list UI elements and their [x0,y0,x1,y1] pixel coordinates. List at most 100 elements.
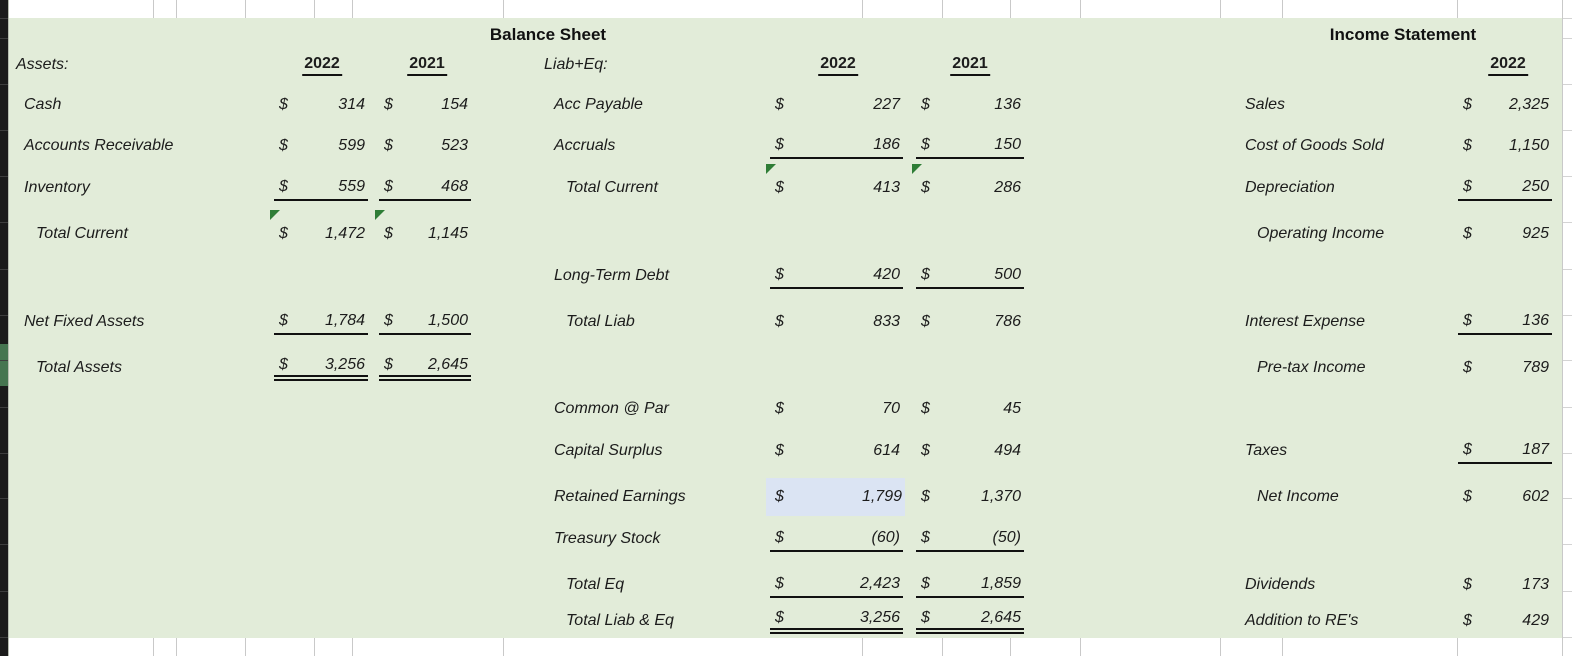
value-cell[interactable]: $314 [274,84,368,126]
right-gridline-column [1562,18,1572,638]
gridline [0,544,8,545]
row-label: Long-Term Debt [554,267,670,284]
row-label: Depreciation [1245,179,1335,196]
cell-value: 136 [1522,312,1549,329]
currency-symbol: $ [921,313,930,330]
value-cell[interactable]: $429 [1458,600,1552,642]
value-cell[interactable]: $2,325 [1458,84,1552,126]
value-cell[interactable]: $494 [916,430,1024,472]
gridline [245,0,246,18]
gridline [1563,591,1572,592]
value-cell[interactable]: $500 [916,255,1024,297]
currency-symbol: $ [279,178,288,195]
value-cell[interactable]: $136 [916,84,1024,126]
currency-symbol: $ [279,312,288,329]
value-cell[interactable]: $523 [379,125,471,167]
cell-value: 468 [441,178,468,195]
value-cell[interactable]: $3,256 [274,347,368,389]
value-cell[interactable]: $833 [770,301,903,343]
cell-value: 1,500 [427,312,468,329]
value-cell[interactable]: $154 [379,84,471,126]
gridline [1563,453,1572,454]
row-label: Accounts Receivable [24,137,174,154]
cell-value: 227 [873,96,900,113]
cell-value: 2,645 [427,356,468,373]
gridline [1010,0,1011,18]
value-cell[interactable]: $420 [770,255,903,297]
table-row: Taxes $187 [0,430,1572,472]
table-row: Acc Payable $227 $136 [0,84,1572,126]
value-cell[interactable]: $1,145 [375,210,471,255]
value-cell[interactable]: $602 [1458,476,1552,518]
cell-value: 186 [873,136,900,153]
gridline [1282,0,1283,18]
currency-symbol: $ [1463,96,1472,113]
row-label: Total Current [36,225,128,242]
row-label: Operating Income [1257,225,1385,242]
value-cell[interactable]: $1,472 [270,210,368,255]
cell-value: 154 [441,96,468,113]
value-cell[interactable]: $789 [1458,347,1552,389]
value-cell[interactable]: $2,423 [770,564,903,606]
gridline [153,0,154,18]
cell-value: 187 [1522,441,1549,458]
gridline [0,591,8,592]
cell-value: 523 [441,137,468,154]
gridline [1563,315,1572,316]
value-cell[interactable]: $2,645 [916,600,1024,642]
value-cell[interactable]: $186 [770,125,903,167]
cell-value: 1,145 [427,225,468,242]
bottom-gridline-row [0,638,1572,656]
value-cell[interactable]: $786 [916,301,1024,343]
row-label: Common @ Par [554,400,669,417]
gridline [1563,637,1572,638]
value-cell[interactable]: $413 [766,164,903,209]
cell-value: 602 [1522,488,1549,505]
value-cell[interactable]: $614 [770,430,903,472]
table-row: Capital Surplus $614 $494 [0,430,1572,472]
value-cell[interactable]: $187 [1458,430,1552,472]
value-cell[interactable]: $173 [1458,564,1552,606]
row-label: Net Fixed Assets [24,313,145,330]
value-cell[interactable]: $45 [916,388,1024,430]
value-cell[interactable]: $150 [916,125,1024,167]
selected-cell[interactable]: $1,799 [766,478,905,516]
currency-symbol: $ [1463,137,1472,154]
assets-year-2022: 2022 [302,44,342,86]
table-row: Net Fixed Assets $1,784 $1,500 [0,301,1572,343]
value-cell[interactable]: $ (50) [916,518,1024,560]
value-cell[interactable]: $1,370 [916,476,1024,518]
value-cell[interactable]: $70 [770,388,903,430]
gridline [352,638,353,656]
value-cell[interactable]: $468 [379,167,471,209]
value-cell[interactable]: $1,784 [274,301,368,343]
currency-symbol: $ [921,529,930,546]
row-label: Treasury Stock [554,530,661,547]
value-cell[interactable]: $1,859 [916,564,1024,606]
gridline [0,130,8,131]
cell-value: 789 [1522,359,1549,376]
income-statement-title: Income Statement [1329,25,1477,44]
value-cell[interactable]: $227 [770,84,903,126]
cell-value: 833 [873,313,900,330]
value-cell[interactable]: $1,150 [1458,125,1552,167]
table-row: Net Income $602 [0,476,1572,518]
value-cell[interactable]: $599 [274,125,368,167]
value-cell[interactable]: $136 [1458,301,1552,343]
value-cell[interactable]: $2,645 [379,347,471,389]
currency-symbol: $ [775,266,784,283]
value-cell[interactable]: $1,500 [379,301,471,343]
selected-row-marker [0,344,8,386]
value-cell[interactable]: $250 [1458,167,1552,209]
value-cell[interactable]: $3,256 [770,600,903,642]
cell-value: 314 [338,96,365,113]
cell-value: 136 [994,96,1021,113]
assets-year-2021: 2021 [407,44,447,86]
value-cell[interactable]: $925 [1458,213,1552,255]
currency-symbol: $ [775,136,784,153]
value-cell[interactable]: $ (60) [770,518,903,560]
table-row: Sales $2,325 [0,84,1572,126]
gridline [314,0,315,18]
value-cell[interactable]: $559 [274,167,368,209]
value-cell[interactable]: $286 [912,164,1024,209]
